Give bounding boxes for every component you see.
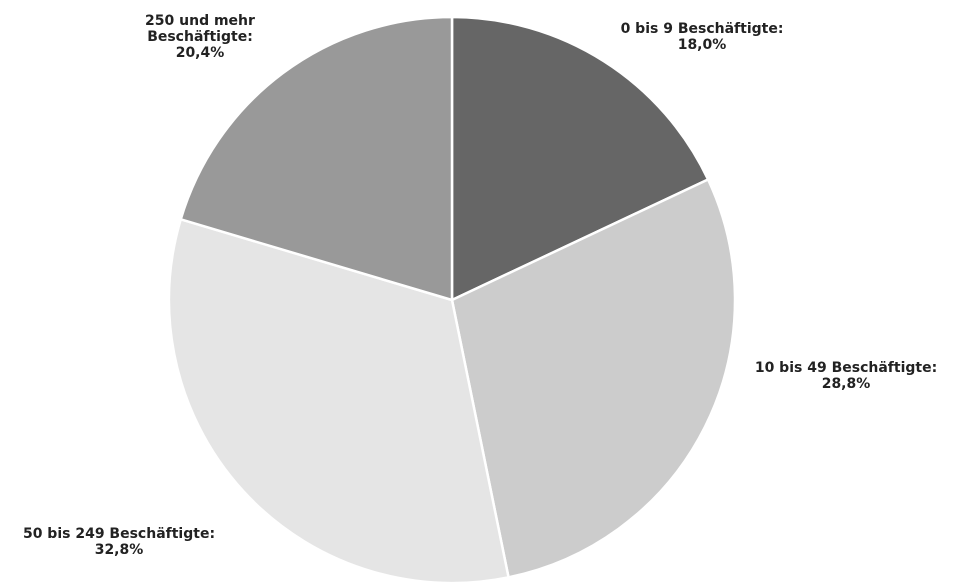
pie-labels: 0 bis 9 Beschäftigte: 18,0% 10 bis 49 Besc… <box>23 13 937 558</box>
pie-slices <box>167 15 737 585</box>
slice-label-line: 0 bis 9 Beschäftigte: <box>621 21 784 37</box>
pie-slice <box>450 178 737 579</box>
slice-label-line: 18,0% <box>678 37 727 53</box>
slice-label: 250 und mehr Beschäftigte: 20,4% <box>145 13 255 61</box>
slice-label-line: 20,4% <box>176 45 225 61</box>
slice-label: 50 bis 249 Beschäftigte: 32,8% <box>23 526 215 558</box>
pie-slice <box>179 15 454 302</box>
slice-label-line: 32,8% <box>95 542 144 558</box>
slice-label-line: Beschäftigte: <box>147 29 253 45</box>
slice-label-line: 28,8% <box>822 376 871 392</box>
pie-slice <box>450 15 710 302</box>
slice-label-line: 250 und mehr <box>145 13 255 29</box>
slice-label-line: 10 bis 49 Beschäftigte: <box>755 360 937 376</box>
slice-label-line: 50 bis 249 Beschäftigte: <box>23 526 215 542</box>
slice-label: 10 bis 49 Beschäftigte: 28,8% <box>755 360 937 392</box>
slice-label: 0 bis 9 Beschäftigte: 18,0% <box>621 21 784 53</box>
